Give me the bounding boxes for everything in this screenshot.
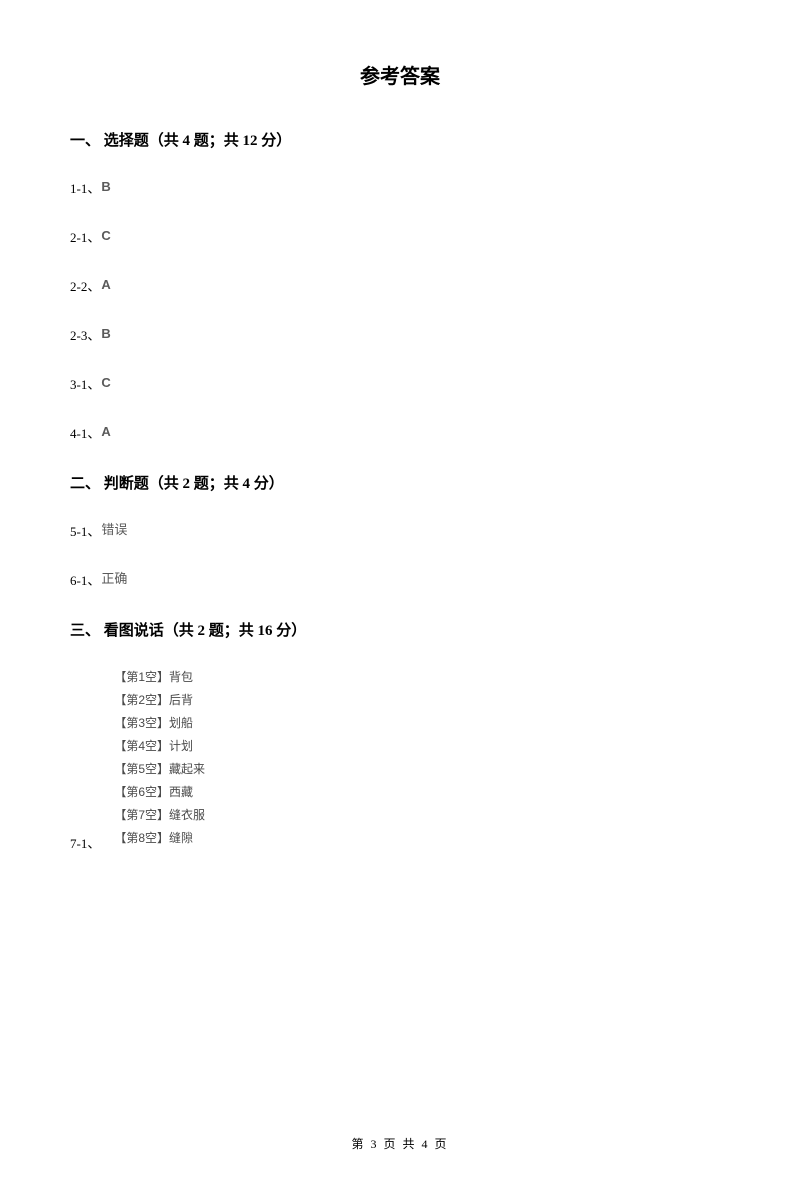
- answer-num: 6-1、: [70, 570, 100, 589]
- answer-row: 1-1、 B: [70, 178, 730, 197]
- answer-num: 1-1、: [70, 178, 100, 197]
- fill-item: 【第8空】缝隙: [114, 829, 205, 847]
- answer-num: 7-1、: [70, 833, 100, 852]
- answer-num: 3-1、: [70, 374, 100, 393]
- answer-num: 4-1、: [70, 423, 100, 442]
- fill-item: 【第5空】藏起来: [114, 760, 205, 778]
- answer-row: 3-1、 C: [70, 374, 730, 393]
- answer-row: 4-1、 A: [70, 423, 730, 442]
- answer-value: B: [101, 179, 110, 194]
- page-title: 参考答案: [0, 60, 800, 89]
- answer-value: 错误: [101, 519, 127, 538]
- answer-num: 2-1、: [70, 227, 100, 246]
- answer-value: C: [101, 375, 110, 390]
- answer-row: 2-3、 B: [70, 325, 730, 344]
- answer-value: A: [101, 424, 110, 439]
- answer-value: 正确: [101, 568, 127, 587]
- fill-item: 【第2空】后背: [114, 691, 205, 709]
- answer-num: 2-3、: [70, 325, 100, 344]
- answer-row: 5-1、 错误: [70, 521, 730, 540]
- section-2-header: 二、 判断题（共 2 题；共 4 分）: [70, 472, 730, 493]
- content-area: 一、 选择题（共 4 题；共 12 分） 1-1、 B 2-1、 C 2-2、 …: [0, 129, 800, 852]
- section-3-header: 三、 看图说话（共 2 题；共 16 分）: [70, 619, 730, 640]
- fill-item: 【第3空】划船: [114, 714, 205, 732]
- section-1-header: 一、 选择题（共 4 题；共 12 分）: [70, 129, 730, 150]
- answer-value: B: [101, 326, 110, 341]
- answer-num: 5-1、: [70, 521, 100, 540]
- fill-item: 【第4空】计划: [114, 737, 205, 755]
- answer-row: 2-2、 A: [70, 276, 730, 295]
- fill-item: 【第6空】西藏: [114, 783, 205, 801]
- answer-value: A: [101, 277, 110, 292]
- answer-num: 2-2、: [70, 276, 100, 295]
- fill-item: 【第7空】缝衣服: [114, 806, 205, 824]
- answer-row: 6-1、 正确: [70, 570, 730, 589]
- fill-answer-container: 7-1、 【第1空】背包 【第2空】后背 【第3空】划船 【第4空】计划 【第5…: [70, 668, 730, 852]
- fill-list: 【第1空】背包 【第2空】后背 【第3空】划船 【第4空】计划 【第5空】藏起来…: [114, 668, 205, 852]
- answer-row: 2-1、 C: [70, 227, 730, 246]
- page-footer: 第 3 页 共 4 页: [0, 1135, 800, 1152]
- answer-value: C: [101, 228, 110, 243]
- fill-item: 【第1空】背包: [114, 668, 205, 686]
